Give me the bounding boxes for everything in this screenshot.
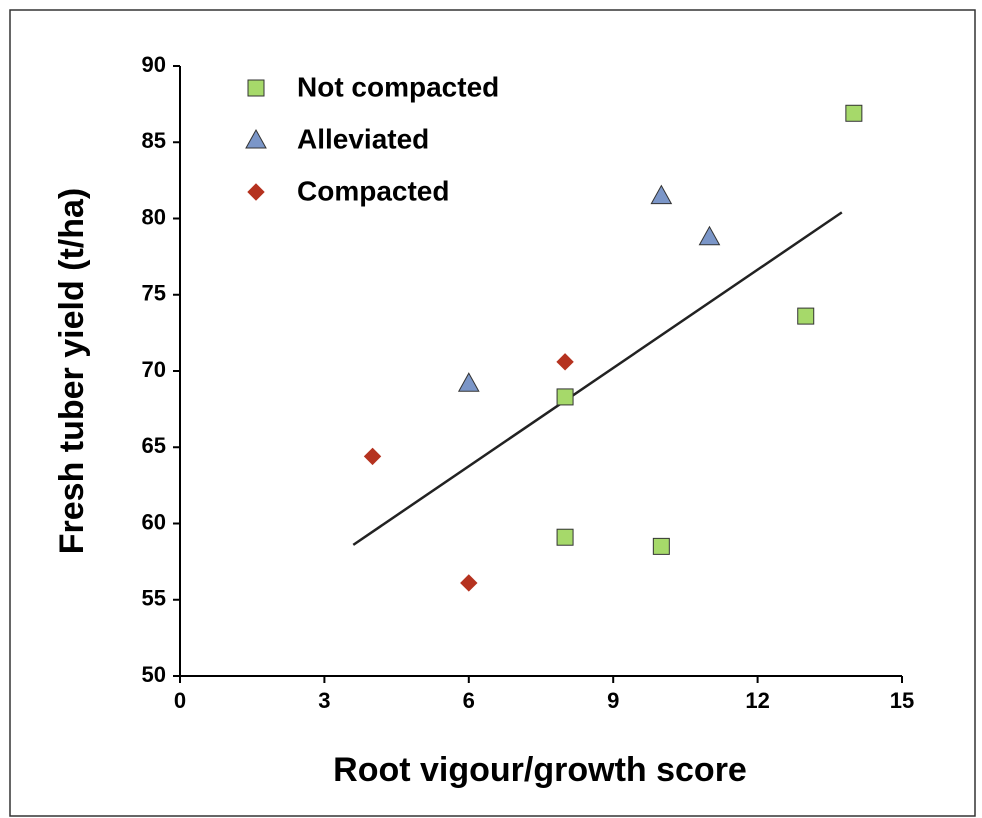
data-point [457, 372, 480, 392]
data-point [556, 528, 574, 546]
data-point [556, 388, 574, 406]
legend-marker [247, 79, 265, 97]
data-point [460, 574, 478, 592]
x-axis-label: Root vigour/growth score [333, 751, 747, 789]
legend-label: Compacted [297, 175, 449, 206]
legend-marker [247, 183, 265, 201]
y-tick-label: 85 [142, 128, 166, 153]
y-tick-label: 60 [142, 509, 166, 534]
trend-line [352, 211, 843, 546]
x-tick-label: 6 [463, 688, 475, 713]
y-tick-label: 80 [142, 204, 166, 229]
x-tick-label: 0 [174, 688, 186, 713]
y-tick-label: 50 [142, 662, 166, 687]
chart-frame [9, 9, 976, 817]
data-point [556, 353, 574, 371]
data-point [845, 104, 863, 122]
legend-label: Not compacted [297, 71, 499, 102]
x-tick-label: 15 [890, 688, 914, 713]
legend-marker [245, 128, 267, 149]
y-tick-label: 90 [142, 52, 166, 77]
data-point [698, 225, 721, 246]
x-tick-label: 9 [607, 688, 619, 713]
data-point [650, 184, 673, 205]
legend-label: Alleviated [297, 123, 429, 154]
y-tick-label: 70 [142, 357, 166, 382]
x-tick-label: 12 [745, 688, 769, 713]
data-point [652, 537, 670, 555]
y-tick-label: 55 [142, 586, 166, 611]
y-axis-label: Fresh tuber yield (t/ha) [53, 188, 91, 555]
data-point [363, 447, 382, 466]
data-point [797, 307, 815, 325]
y-tick-label: 75 [142, 281, 166, 306]
y-tick-label: 65 [142, 433, 166, 458]
x-tick-label: 3 [318, 688, 330, 713]
